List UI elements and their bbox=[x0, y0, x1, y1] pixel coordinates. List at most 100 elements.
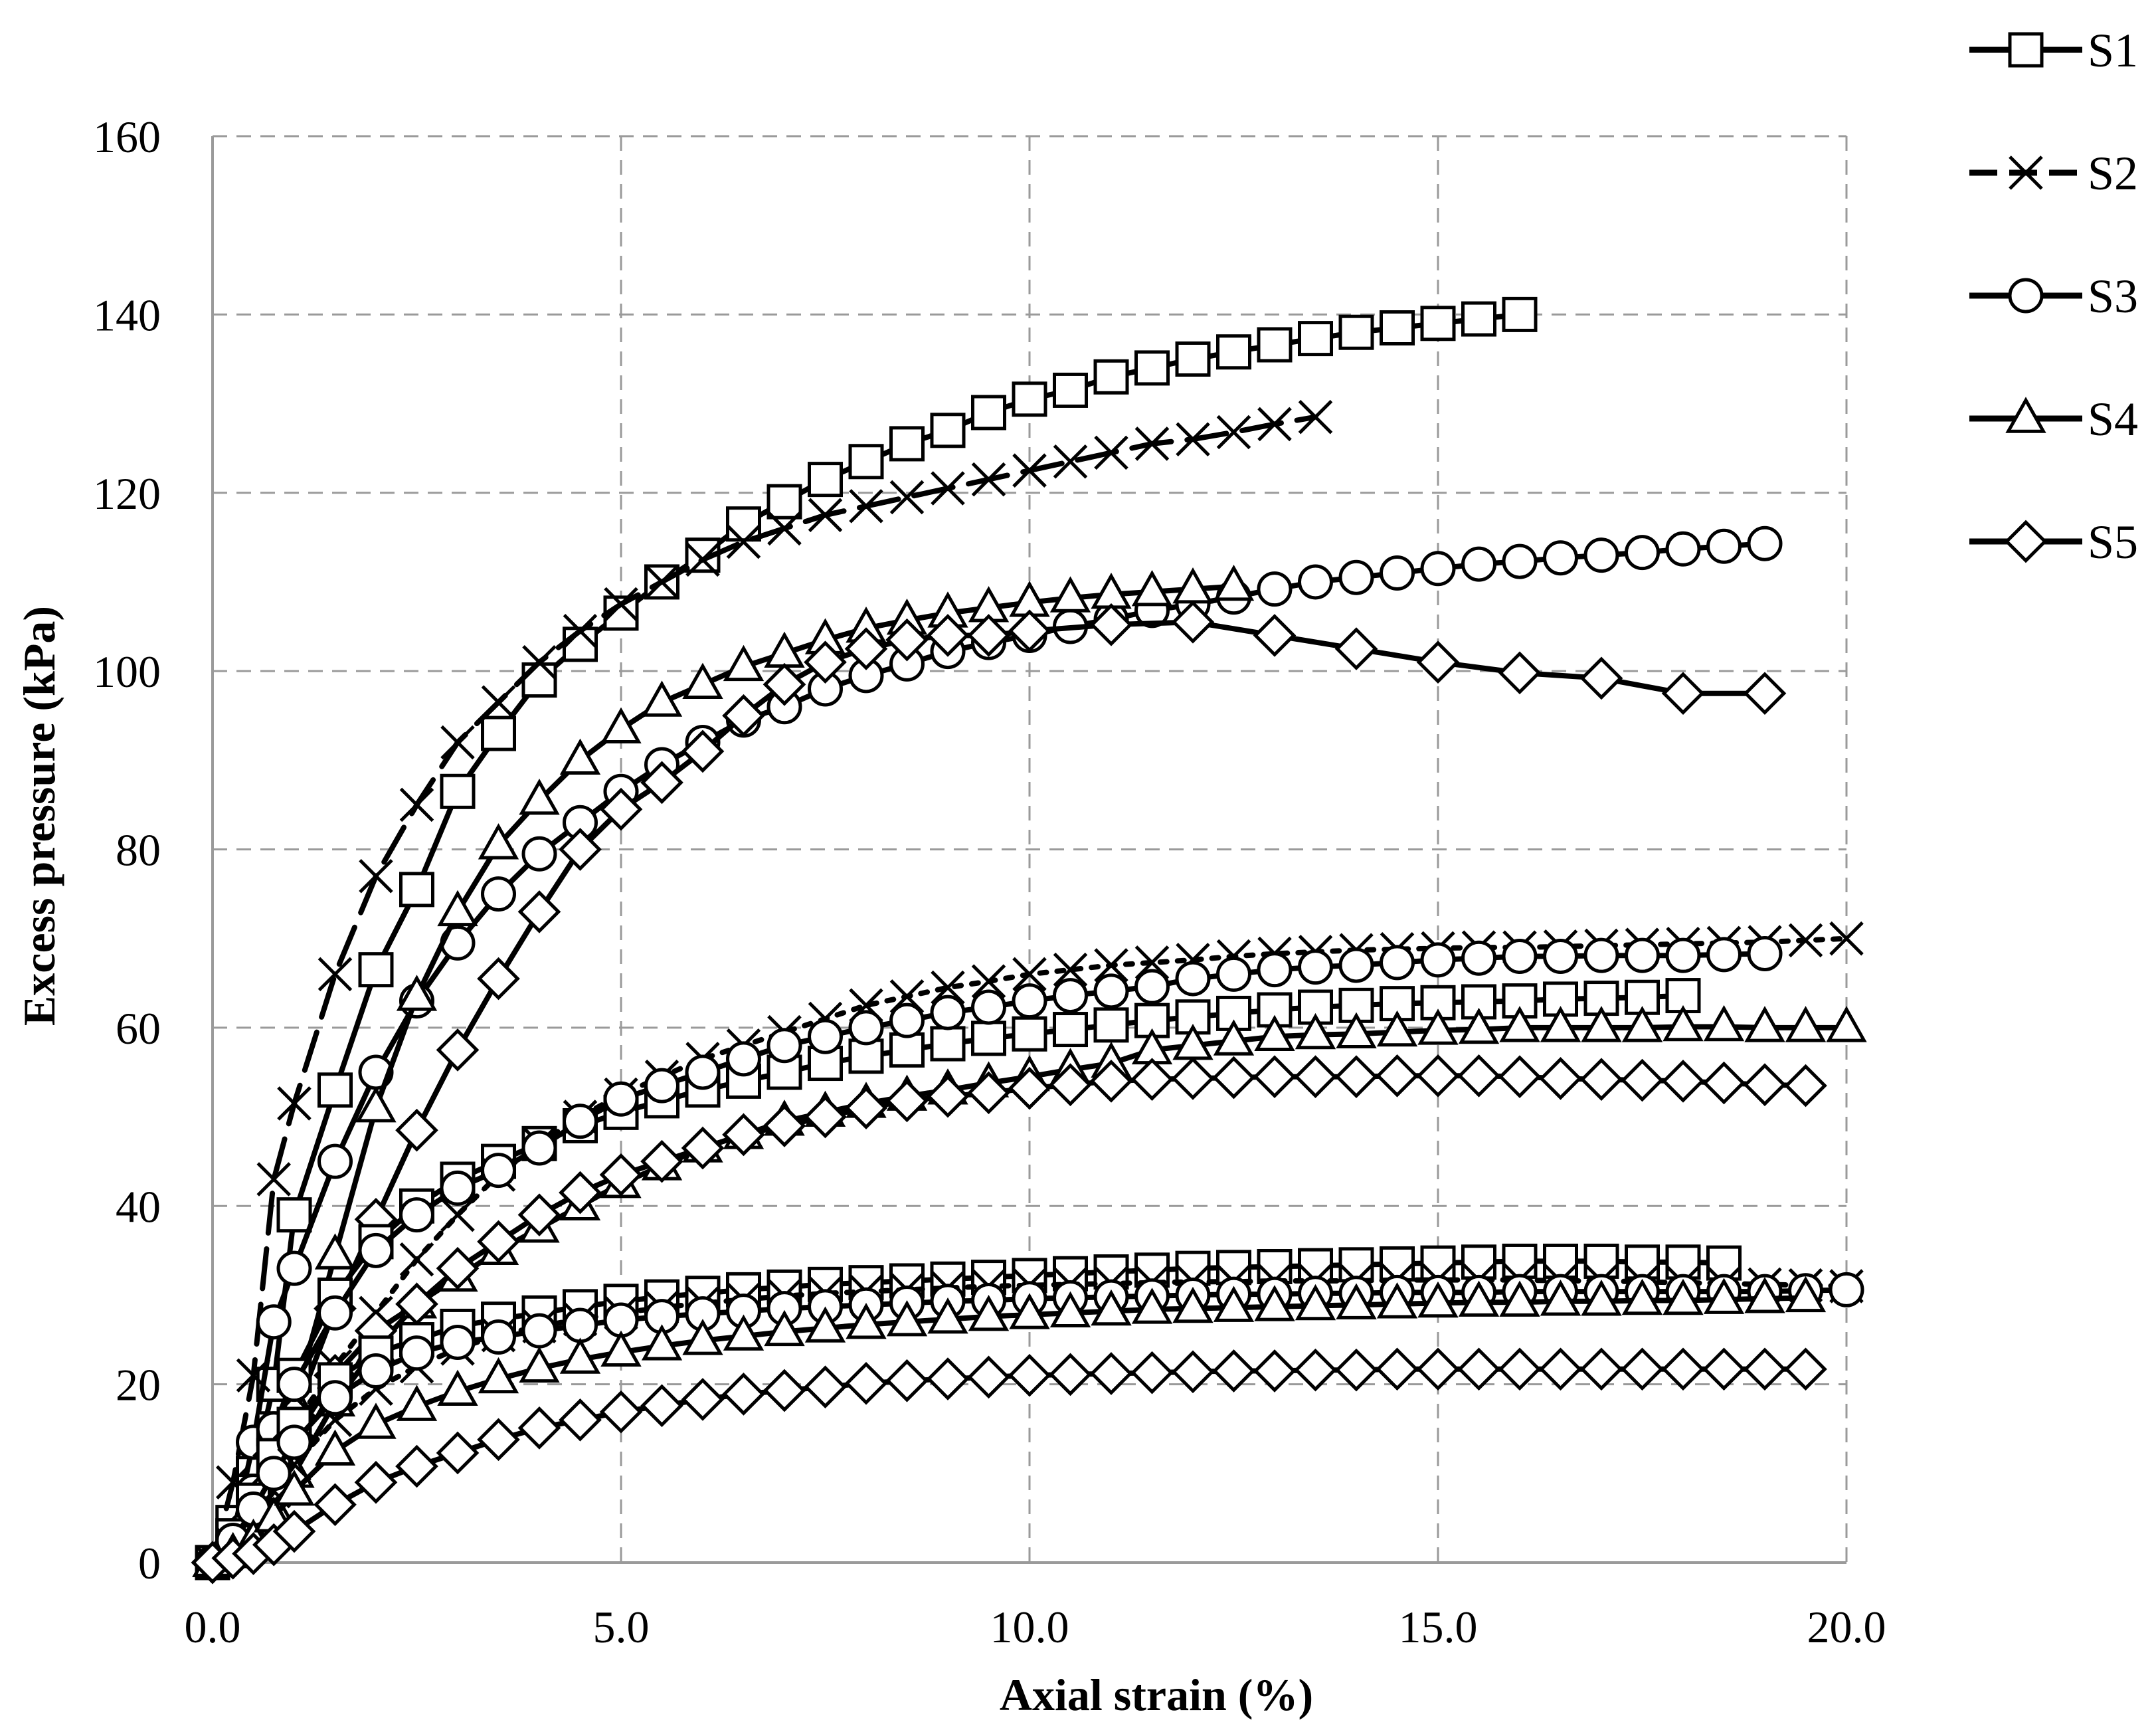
data-point bbox=[723, 1314, 764, 1351]
data-point bbox=[849, 489, 883, 524]
series-s4-high bbox=[192, 564, 1255, 1577]
legend-label: S4 bbox=[2088, 393, 2138, 446]
y-axis-title: Excess pressure (kPa) bbox=[14, 606, 64, 1026]
data-point bbox=[1581, 1280, 1622, 1316]
data-point bbox=[559, 828, 602, 871]
data-point bbox=[1498, 1347, 1542, 1391]
data-point bbox=[1008, 1066, 1051, 1110]
data-point bbox=[1049, 576, 1091, 613]
data-point bbox=[399, 1197, 434, 1233]
y-tick-label: 0 bbox=[138, 1538, 161, 1588]
data-point bbox=[1049, 1063, 1092, 1107]
data-point bbox=[563, 613, 598, 648]
data-point bbox=[481, 1319, 516, 1355]
data-point bbox=[682, 662, 723, 699]
data-point bbox=[722, 694, 765, 737]
data-point bbox=[358, 1232, 394, 1268]
data-point bbox=[967, 1355, 1010, 1399]
data-point bbox=[1093, 973, 1129, 1009]
data-point bbox=[1298, 949, 1333, 985]
data-point bbox=[1785, 1006, 1827, 1042]
data-point bbox=[1498, 651, 1542, 695]
data-point bbox=[477, 1220, 520, 1264]
data-point bbox=[682, 1319, 723, 1355]
data-point bbox=[1743, 1063, 1787, 1107]
data-point bbox=[1502, 543, 1538, 579]
data-point bbox=[478, 823, 519, 860]
data-point bbox=[521, 662, 557, 698]
data-point bbox=[1417, 1008, 1459, 1045]
data-point bbox=[1543, 540, 1578, 576]
data-point bbox=[437, 1369, 478, 1406]
data-point bbox=[641, 680, 683, 717]
data-point bbox=[1743, 672, 1787, 716]
data-point bbox=[766, 484, 802, 520]
series-line bbox=[210, 414, 1318, 1565]
data-point bbox=[1008, 1353, 1051, 1397]
data-point bbox=[1420, 551, 1456, 587]
data-point bbox=[1213, 1019, 1255, 1056]
data-point bbox=[395, 1444, 438, 1488]
data-point bbox=[1788, 923, 1823, 958]
data-point bbox=[1254, 1014, 1295, 1051]
data-point bbox=[1461, 1244, 1496, 1280]
data-point bbox=[1661, 672, 1705, 716]
data-point bbox=[726, 1041, 761, 1077]
data-point bbox=[1012, 957, 1047, 992]
data-point bbox=[1295, 1284, 1336, 1321]
data-point bbox=[355, 1402, 397, 1439]
data-point bbox=[644, 565, 679, 599]
legend-marker bbox=[2004, 520, 2048, 563]
y-tick-label: 140 bbox=[93, 290, 161, 340]
data-point bbox=[559, 1398, 602, 1442]
data-point bbox=[521, 836, 557, 872]
data-point bbox=[603, 1081, 639, 1117]
data-point bbox=[926, 1074, 970, 1118]
data-point bbox=[930, 413, 966, 448]
data-point bbox=[358, 1353, 394, 1389]
data-point bbox=[517, 1193, 561, 1237]
data-point bbox=[1176, 422, 1210, 457]
data-series bbox=[191, 296, 1867, 1584]
data-point bbox=[640, 761, 683, 805]
data-point bbox=[1583, 537, 1619, 573]
data-point bbox=[1702, 1061, 1746, 1105]
legend-item-s1: S1 bbox=[1969, 24, 2138, 77]
data-point bbox=[681, 1126, 725, 1170]
data-point bbox=[844, 1086, 888, 1129]
data-point bbox=[276, 1424, 312, 1460]
data-point bbox=[521, 1130, 557, 1166]
data-point bbox=[685, 542, 720, 577]
data-point bbox=[1420, 306, 1456, 341]
data-point bbox=[1253, 1055, 1297, 1099]
data-point bbox=[1417, 1281, 1459, 1318]
data-point bbox=[1703, 1278, 1745, 1314]
data-point bbox=[1785, 1276, 1827, 1313]
y-tick-label: 100 bbox=[93, 646, 161, 697]
data-point bbox=[1131, 1288, 1173, 1324]
data-point bbox=[1257, 952, 1293, 988]
data-point bbox=[276, 1197, 312, 1233]
data-point bbox=[1338, 947, 1374, 983]
data-point bbox=[1175, 341, 1211, 377]
data-point bbox=[1216, 334, 1251, 370]
data-point bbox=[641, 1324, 683, 1361]
data-point bbox=[1583, 981, 1619, 1016]
data-point bbox=[481, 685, 516, 719]
data-point bbox=[1376, 1054, 1419, 1098]
data-point bbox=[436, 1431, 480, 1475]
data-point bbox=[726, 524, 761, 559]
data-point bbox=[1254, 1285, 1295, 1321]
data-point bbox=[317, 1295, 353, 1331]
data-point bbox=[521, 1313, 557, 1349]
data-point bbox=[1826, 1006, 1867, 1042]
data-point bbox=[1298, 399, 1333, 434]
data-point bbox=[889, 480, 925, 515]
data-point bbox=[1134, 350, 1170, 386]
data-point bbox=[971, 1020, 1006, 1056]
data-point bbox=[926, 614, 970, 657]
data-point bbox=[1829, 921, 1864, 956]
data-point bbox=[399, 872, 434, 908]
data-point bbox=[766, 1028, 802, 1064]
data-point bbox=[317, 1143, 353, 1179]
